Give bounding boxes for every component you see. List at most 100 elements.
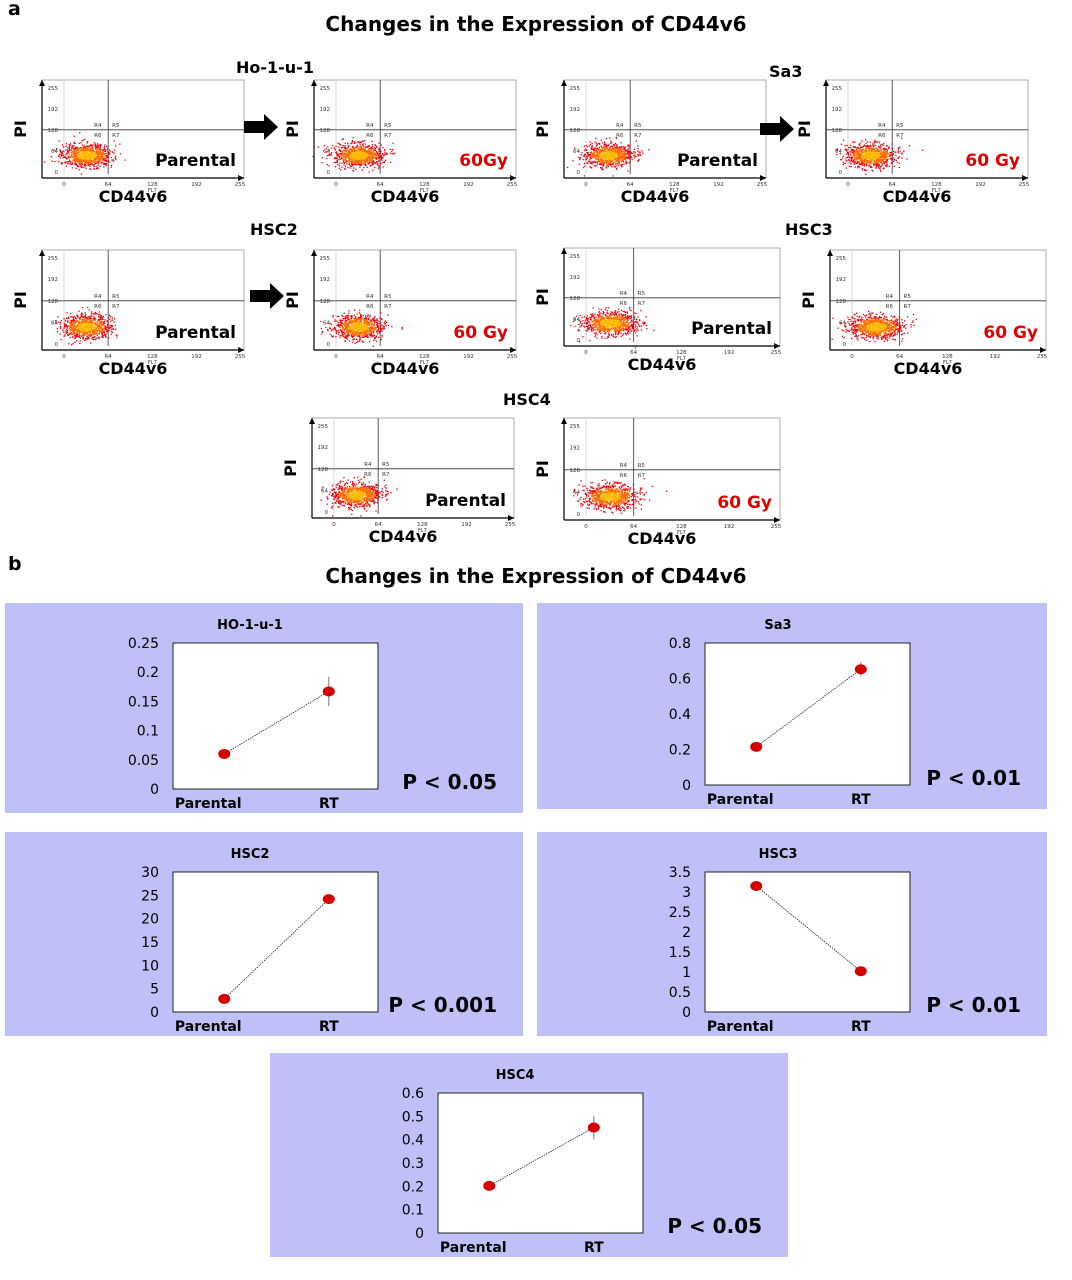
region-label: R5	[634, 123, 642, 129]
y-tick-label: 0	[55, 342, 59, 348]
y-axis-arrowhead	[561, 80, 567, 86]
y-tick-label: 10	[141, 958, 159, 974]
panel-a-letter: a	[8, 0, 21, 20]
y-tick-label: 128	[320, 128, 331, 134]
x-axis-label: CD44v6	[99, 187, 168, 204]
panel-b-letter: b	[8, 553, 22, 575]
y-tick-label: 64	[51, 149, 58, 155]
region-label: R5	[112, 294, 120, 300]
x-channel-label: FL7	[418, 528, 427, 534]
region-label: R7	[382, 472, 390, 478]
condition-tag: Parental	[155, 151, 236, 171]
data-point	[750, 741, 763, 752]
data-point	[218, 993, 231, 1004]
y-tick-label: 0.3	[402, 1156, 424, 1172]
data-point	[483, 1180, 496, 1191]
data-point	[854, 664, 867, 675]
dot-cloud	[320, 309, 403, 347]
y-tick-label: 255	[320, 86, 331, 92]
x-axis-label: CD44v6	[883, 187, 952, 204]
plot-area	[704, 871, 911, 1013]
chart-title: HO-1-u-1	[217, 618, 283, 633]
region-label: R4	[366, 294, 374, 300]
y-tick-label: 64	[323, 320, 330, 326]
y-axis-label: PI	[534, 120, 552, 138]
y-axis-arrowhead	[309, 418, 315, 424]
x-tick-label: 192	[975, 182, 986, 188]
x-tick-label: 64	[889, 182, 896, 188]
chart-hsc3: HSC3 0 0.5 1 1.5 2 2.5 3 3.5 Parental RT P < 0.01	[537, 832, 1047, 1036]
y-axis-label: PI	[534, 460, 552, 478]
y-tick-label: 255	[320, 256, 331, 262]
x-tick-label: 128	[417, 522, 428, 528]
x-tick-label: 128	[676, 350, 687, 356]
y-axis-arrowhead	[39, 250, 45, 256]
x-tick-label: 192	[191, 182, 202, 188]
x-axis-arrowhead	[774, 517, 780, 523]
x-tick-label: 255	[1019, 182, 1030, 188]
axes	[829, 250, 1046, 351]
x-tick-label: 0	[332, 522, 336, 528]
y-tick-label: 64	[839, 320, 846, 326]
y-tick-label: 0	[55, 170, 59, 176]
x-tick-label: 64	[375, 522, 382, 528]
flow-plot-sa3-parental: 255 192 128 64 0 0 64 128 192 255 FL7 R4 R5 R6 R7 CD44v…	[534, 76, 770, 204]
y-tick-label: 64	[835, 149, 842, 155]
y-tick-label: 192	[48, 277, 59, 283]
x-tick-label: 0	[850, 354, 854, 360]
x-tick-label: 0	[334, 354, 338, 360]
region-label: R6	[94, 133, 102, 139]
y-tick-label: 30	[141, 865, 159, 881]
y-tick-label: 255	[48, 256, 59, 262]
y-tick-label: 64	[573, 317, 580, 323]
y-tick-label: 0.05	[128, 753, 159, 769]
condition-tag: 60Gy	[459, 151, 508, 171]
x-tick-label: RT	[851, 792, 871, 808]
y-tick-label: 0.6	[402, 1086, 424, 1102]
region-label: R4	[886, 294, 894, 300]
x-tick-label: 192	[461, 522, 472, 528]
region-label: R7	[112, 133, 120, 139]
y-tick-label: 0	[843, 342, 847, 348]
condition-tag: Parental	[155, 323, 236, 343]
x-tick-label: 128	[419, 354, 430, 360]
x-tick-label: 255	[757, 182, 768, 188]
x-axis-arrowhead	[238, 347, 244, 353]
region-label: R4	[620, 463, 628, 469]
region-label: R6	[366, 133, 374, 139]
axes	[311, 418, 514, 519]
condition-tag: 60 Gy	[717, 493, 772, 513]
panel-b-title: Changes in the Expression of CD44v6	[325, 564, 747, 588]
dot-cloud	[567, 137, 650, 177]
x-axis-label: CD44v6	[371, 359, 440, 376]
y-axis-label: PI	[796, 120, 814, 138]
x-tick-label: 255	[507, 182, 518, 188]
right-arrow-icon	[244, 114, 278, 140]
x-tick-label: 255	[1037, 354, 1048, 360]
axes	[563, 248, 780, 347]
y-tick-label: 64	[321, 488, 328, 494]
condition-tag: Parental	[425, 491, 506, 511]
x-tick-label: Parental	[175, 1019, 242, 1035]
y-tick-label: 255	[836, 256, 847, 262]
region-label: R7	[638, 473, 646, 479]
y-tick-label: 0	[327, 342, 331, 348]
x-channel-label: FL7	[677, 530, 686, 536]
plot-area	[172, 642, 379, 790]
x-tick-label: 128	[942, 354, 953, 360]
x-axis-label: CD44v6	[894, 359, 963, 376]
p-value-label: P < 0.001	[388, 993, 497, 1017]
region-label: R5	[896, 123, 904, 129]
x-axis-arrowhead	[510, 347, 516, 353]
region-label: R6	[364, 472, 372, 478]
dot-cloud	[320, 476, 398, 517]
region-label: R4	[616, 123, 624, 129]
chart-sa3: Sa3 0 0.2 0.4 0.6 0.8 Parental RT P < 0.01	[537, 603, 1047, 809]
x-channel-label: FL7	[677, 356, 686, 362]
region-label: R7	[112, 304, 120, 310]
x-tick-label: RT	[584, 1240, 604, 1256]
y-tick-label: 0	[682, 1005, 691, 1021]
axes	[313, 250, 516, 351]
region-label: R5	[382, 462, 390, 468]
x-tick-label: 0	[584, 350, 588, 356]
